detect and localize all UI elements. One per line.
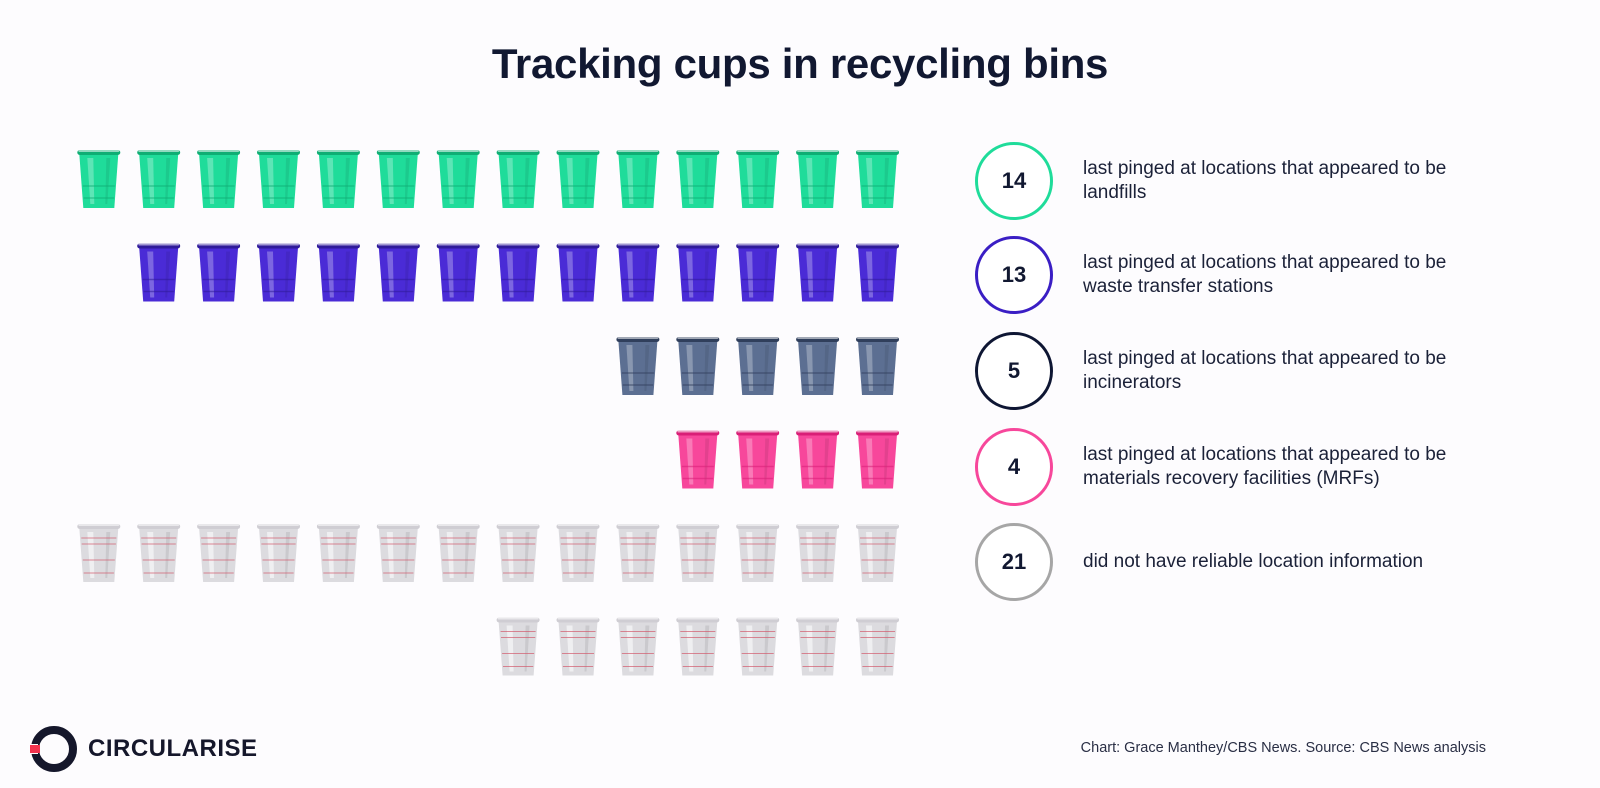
legend-label: last pinged at locations that appeared t… xyxy=(1083,348,1447,393)
cup-icon xyxy=(77,524,121,582)
cup-icon xyxy=(616,617,660,676)
count-badge: 5 xyxy=(975,332,1053,410)
cup-icon xyxy=(676,524,720,582)
legend-label: last pinged at locations that appeared t… xyxy=(1083,444,1447,489)
cup-icon xyxy=(556,150,600,208)
chart-title: Tracking cups in recycling bins xyxy=(491,40,1109,87)
cup-icon xyxy=(676,617,720,676)
legend-row: 13 last pinged at locations that appeared… xyxy=(975,236,1535,316)
cup-icon xyxy=(77,150,121,208)
cup-icon xyxy=(796,243,840,302)
cup-icon xyxy=(736,150,780,208)
cup-icon xyxy=(616,150,660,208)
cup-icon xyxy=(676,150,720,208)
cup-icon xyxy=(436,243,480,302)
cup-icon xyxy=(376,524,420,582)
legend-label: last pinged at locations that appeared t… xyxy=(1083,158,1447,203)
cup-icon xyxy=(496,243,540,302)
cup-icon xyxy=(316,243,360,302)
cup-icon xyxy=(856,337,899,395)
cup-icon xyxy=(736,337,780,395)
cup-icon xyxy=(616,524,660,582)
cup-icon xyxy=(796,524,840,582)
cup-icon xyxy=(736,617,780,676)
cup-icon xyxy=(796,430,840,489)
cup-icon xyxy=(137,243,181,302)
legend-label: last pinged at locations that appeared t… xyxy=(1083,252,1447,297)
legend-label: did not have reliable location informati… xyxy=(1083,551,1424,572)
cup-icon xyxy=(676,337,720,395)
cup-icon xyxy=(556,524,600,582)
count-badge: 13 xyxy=(975,236,1053,314)
cup-icon xyxy=(257,243,300,302)
cup-icon xyxy=(736,243,780,302)
cup-icon xyxy=(736,524,780,582)
source-note: Chart: Grace Manthey/CBS News. Source: C… xyxy=(1080,740,1486,756)
cup-icon xyxy=(496,617,540,676)
cup-icon xyxy=(376,150,420,208)
count-badge: 14 xyxy=(975,142,1053,220)
cup-icon xyxy=(796,150,840,208)
count-badge: 4 xyxy=(975,428,1053,506)
cup-icon xyxy=(436,524,480,582)
legend-row: 21 did not have reliable location informa… xyxy=(975,523,1535,603)
cup-icon xyxy=(616,337,660,395)
cup-icon xyxy=(137,150,181,208)
cup-icon xyxy=(197,243,241,302)
cup-icon xyxy=(796,617,840,676)
cup-icon xyxy=(856,430,899,489)
count-badge: 21 xyxy=(975,523,1053,601)
cup-icon xyxy=(197,150,241,208)
cup-icon xyxy=(316,150,360,208)
cup-icon xyxy=(856,150,899,208)
cup-icon xyxy=(376,243,420,302)
cup-icon xyxy=(856,524,899,582)
cup-icon xyxy=(676,243,720,302)
cup-icon xyxy=(316,524,360,582)
cup-icon xyxy=(856,243,899,302)
brand-logo: CIRCULARISE xyxy=(28,724,258,774)
circularise-logo-icon xyxy=(28,726,77,772)
legend-row: 14 last pinged at locations that appeared… xyxy=(975,142,1535,222)
pictogram-chart xyxy=(77,150,899,676)
cup-icon xyxy=(676,430,720,489)
legend-row: 5 last pinged at locations that appeared … xyxy=(975,332,1535,412)
cup-icon xyxy=(556,243,600,302)
cup-icon xyxy=(616,243,660,302)
cup-icon xyxy=(257,150,300,208)
cup-icon xyxy=(137,524,181,582)
cup-icon xyxy=(197,524,241,582)
cup-icon xyxy=(496,150,540,208)
cup-icon xyxy=(856,617,899,676)
cup-icon xyxy=(796,337,840,395)
brand-name: CIRCULARISE xyxy=(88,735,258,762)
cup-icon xyxy=(496,524,540,582)
cup-icon xyxy=(257,524,300,582)
legend-row: 4 last pinged at locations that appeared … xyxy=(975,428,1535,508)
cup-icon xyxy=(436,150,480,208)
cup-icon xyxy=(736,430,780,489)
cup-icon xyxy=(556,617,600,676)
